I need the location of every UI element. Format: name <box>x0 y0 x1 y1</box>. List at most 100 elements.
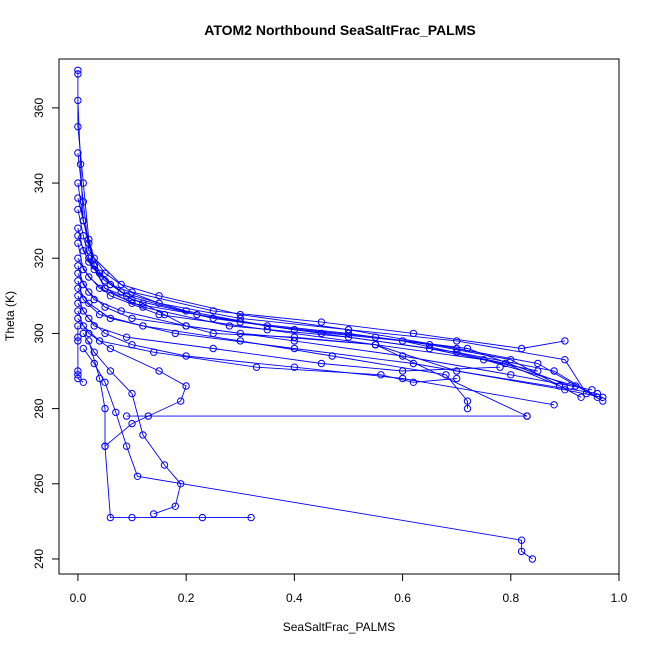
series-descent-22 <box>74 322 88 386</box>
data-point <box>74 224 82 232</box>
data-point <box>106 513 115 522</box>
data-point <box>79 265 88 274</box>
y-tick-label: 340 <box>32 173 46 193</box>
data-point <box>90 348 98 356</box>
x-tick-label: 0.6 <box>394 591 411 605</box>
series-line <box>77 209 582 398</box>
data-point <box>122 412 131 420</box>
data-point <box>171 329 180 338</box>
data-point <box>517 547 526 556</box>
data-point <box>74 374 82 383</box>
data-layer <box>74 66 607 563</box>
data-point <box>344 329 353 338</box>
data-point <box>409 329 418 338</box>
series-descent-21 <box>79 344 537 563</box>
data-point <box>106 344 115 353</box>
data-point <box>209 307 217 315</box>
data-point <box>155 292 163 300</box>
data-point <box>139 322 147 330</box>
series-descent-18 <box>74 314 190 450</box>
data-point <box>128 419 136 428</box>
data-point <box>95 310 104 319</box>
data-point <box>371 341 380 349</box>
data-point <box>528 555 537 563</box>
series-descent-8 <box>74 232 542 375</box>
x-tick-label: 1.0 <box>611 591 628 605</box>
data-point <box>74 337 82 345</box>
data-point <box>453 348 461 356</box>
series-descent-12 <box>74 269 531 420</box>
data-point <box>74 232 82 240</box>
data-point <box>463 404 472 413</box>
data-point <box>398 367 407 375</box>
data-point <box>79 322 88 330</box>
data-point <box>85 337 93 345</box>
data-point <box>398 337 407 345</box>
data-point <box>79 198 88 206</box>
series-descent-13 <box>74 277 472 413</box>
data-point <box>74 149 82 157</box>
data-point <box>550 367 558 375</box>
data-point <box>79 179 88 187</box>
x-tick-label: 0.2 <box>178 591 195 605</box>
data-point <box>101 329 109 338</box>
series-line <box>77 100 587 394</box>
data-point <box>106 367 115 375</box>
data-point <box>171 502 180 510</box>
data-point <box>290 344 299 353</box>
data-point <box>453 374 461 383</box>
data-point <box>74 314 82 323</box>
data-point <box>523 412 531 420</box>
series-line <box>77 257 576 387</box>
data-point <box>550 401 558 409</box>
data-point <box>236 310 245 319</box>
data-point <box>290 333 299 341</box>
data-point <box>85 299 93 307</box>
plot-frame <box>58 58 620 575</box>
data-point <box>74 239 82 247</box>
data-point <box>74 277 82 285</box>
data-point <box>95 269 104 277</box>
series-line <box>77 295 501 372</box>
data-point <box>74 367 82 375</box>
data-point <box>90 265 98 274</box>
series-line <box>88 340 252 519</box>
series-descent-20 <box>85 337 255 522</box>
data-point <box>128 513 136 522</box>
series-line <box>77 243 598 398</box>
data-point <box>85 329 93 338</box>
series-line <box>77 280 468 409</box>
data-point <box>101 269 109 277</box>
data-point <box>79 378 88 386</box>
y-tick-label: 260 <box>32 473 46 493</box>
data-point <box>150 510 158 518</box>
data-point <box>328 352 336 360</box>
data-point <box>182 352 190 360</box>
x-tick-label: 0.8 <box>502 591 519 605</box>
series-line <box>77 152 565 349</box>
data-point <box>507 371 515 379</box>
data-point <box>74 284 82 292</box>
data-point <box>90 359 98 368</box>
data-point <box>101 303 109 311</box>
data-point <box>344 326 353 334</box>
data-point <box>377 371 385 379</box>
series-descent-3 <box>74 149 569 353</box>
data-point <box>588 386 596 394</box>
data-point <box>74 66 82 75</box>
data-point <box>85 258 93 266</box>
data-point <box>317 329 326 338</box>
data-point <box>247 513 255 522</box>
data-point <box>106 280 115 289</box>
data-point <box>85 239 93 247</box>
data-point <box>74 299 82 307</box>
data-point <box>453 337 461 345</box>
data-point <box>209 314 217 323</box>
data-point <box>182 382 190 390</box>
data-point <box>599 397 607 405</box>
series-descent-19 <box>79 329 185 518</box>
data-point <box>425 341 434 349</box>
data-point <box>317 359 326 368</box>
data-point <box>106 292 115 300</box>
data-point <box>74 333 82 341</box>
